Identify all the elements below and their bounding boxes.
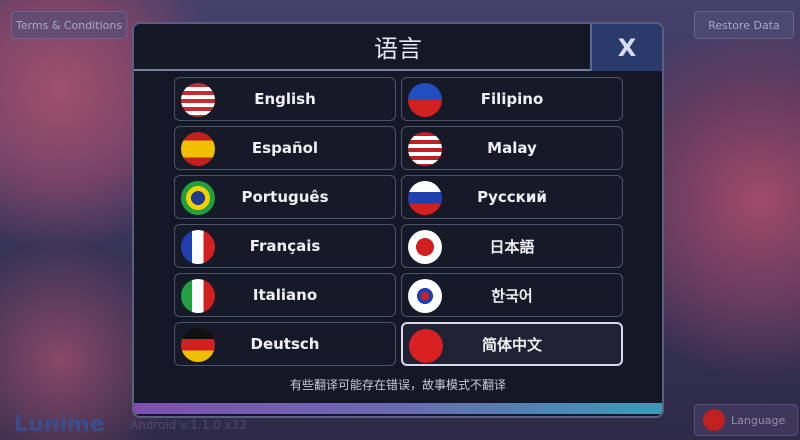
flag-it-icon [181,279,215,313]
language-option-my[interactable]: Malay [401,126,623,170]
flag-ph-icon [408,83,442,117]
flag-jp-icon [408,230,442,264]
language-label: Français [249,237,321,255]
language-option-es[interactable]: Español [174,126,396,170]
flag-my-icon [408,132,442,166]
restore-data-button[interactable]: Restore Data [694,11,794,39]
language-label: Deutsch [250,335,320,353]
language-label: Español [251,139,319,157]
close-button[interactable]: X [590,24,662,71]
flag-es-icon [181,132,215,166]
flag-cn-icon [409,329,443,363]
language-label: English [254,90,316,108]
language-option-br[interactable]: Português [174,175,396,219]
language-option-cn[interactable]: 简体中文 [401,322,623,366]
language-option-it[interactable]: Italiano [174,273,396,317]
language-label: Malay [487,139,537,157]
language-option-jp[interactable]: 日本語 [401,224,623,268]
language-option-de[interactable]: Deutsch [174,322,396,366]
language-option-fr[interactable]: Français [174,224,396,268]
language-option-ph[interactable]: Filipino [401,77,623,121]
flag-us-icon [181,83,215,117]
language-button-label: Language [731,413,786,427]
language-grid: English Filipino Español Malay Português Русс… [174,77,623,366]
flag-icon [703,409,725,431]
logo: Lunime [14,412,105,437]
language-dialog: 语言 X English Filipino Español Malay Portuguê… [132,22,664,418]
flag-kr-icon [408,279,442,313]
version-text: Android v.1.1.0 x32 [130,418,247,432]
language-label: 한국어 [491,286,533,305]
language-label: Русский [477,188,547,206]
language-label: 日本語 [489,237,535,256]
decorative-bar [134,403,662,414]
flag-de-icon [181,328,215,362]
language-option-ru[interactable]: Русский [401,175,623,219]
flag-br-icon [181,181,215,215]
language-option-us[interactable]: English [174,77,396,121]
language-label: 简体中文 [481,335,542,354]
flag-ru-icon [408,181,442,215]
translation-note: 有些翻译可能存在错误，故事模式不翻译 [289,378,506,392]
language-button[interactable]: Language [694,404,798,436]
dialog-title: 语言 [134,24,662,71]
flag-fr-icon [181,230,215,264]
language-label: Português [241,188,329,206]
language-label: Filipino [480,90,544,108]
terms-button[interactable]: Terms & Conditions [11,11,127,39]
language-label: Italiano [252,286,318,304]
language-option-kr[interactable]: 한국어 [401,273,623,317]
